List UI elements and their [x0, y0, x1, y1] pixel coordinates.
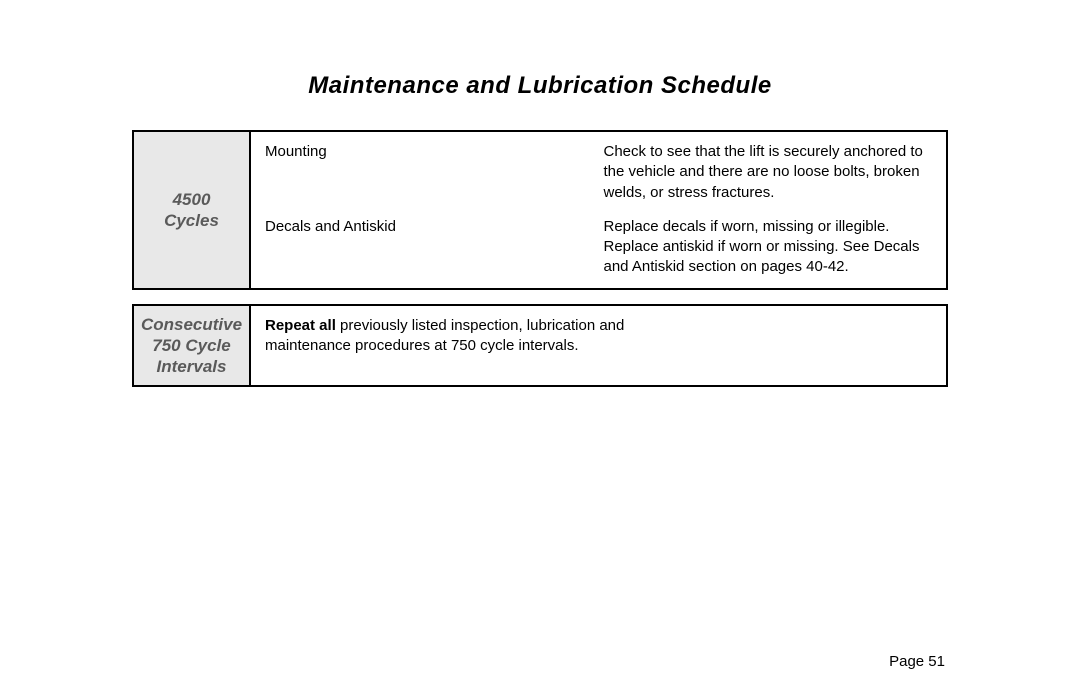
repeat-text: Repeat all previously listed inspection,…: [265, 316, 632, 357]
item-label-mounting: Mounting: [265, 142, 594, 203]
section-content-750: Repeat all previously listed inspection,…: [251, 306, 946, 386]
schedule-section-750: Consecutive 750 Cycle Intervals Repeat a…: [132, 304, 948, 388]
page-title: Maintenance and Lubrication Schedule: [132, 72, 948, 100]
header-line2: Cycles: [164, 211, 219, 230]
repeat-bold: Repeat all: [265, 317, 336, 334]
page-number: Page 51: [889, 653, 945, 670]
section-content-4500: Mounting Check to see that the lift is s…: [251, 132, 946, 288]
schedule-section-4500: 4500 Cycles Mounting Check to see that t…: [132, 130, 948, 290]
header-line1: 4500: [173, 190, 211, 209]
item-desc-mounting: Check to see that the lift is securely a…: [604, 142, 933, 203]
item-label-decals: Decals and Antiskid: [265, 217, 594, 278]
item-desc-decals: Replace decals if worn, missing or illeg…: [604, 217, 933, 278]
section-header-4500: 4500 Cycles: [134, 132, 251, 288]
section-header-750: Consecutive 750 Cycle Intervals: [134, 306, 251, 386]
